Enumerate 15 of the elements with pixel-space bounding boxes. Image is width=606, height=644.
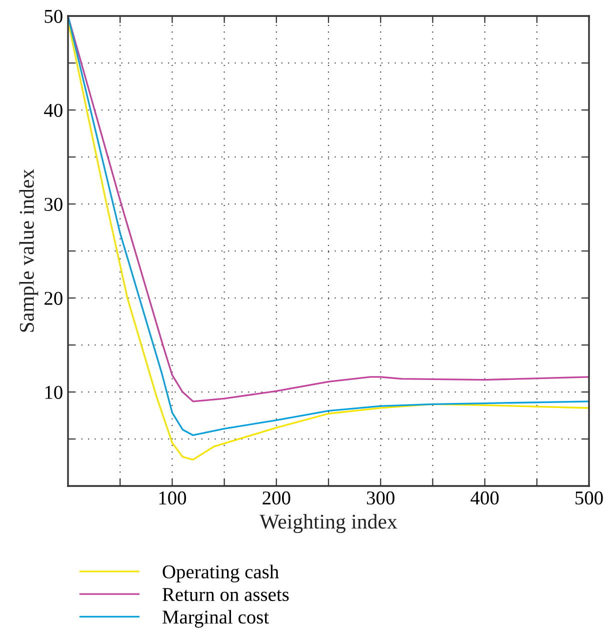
y-tick-label: 50 (44, 10, 62, 23)
legend-label: Operating cash (162, 564, 279, 582)
x-tick-label: 500 (576, 491, 603, 505)
legend-label: Return on assets (162, 588, 289, 602)
y-tick-label: 20 (44, 292, 62, 305)
x-tick-label: 400 (470, 491, 499, 505)
y-axis-title: Sample value index (19, 169, 38, 332)
x-axis-title: Weighting index (260, 514, 398, 533)
legend-label: Marginal cost (162, 610, 269, 628)
y-tick-label: 40 (44, 104, 62, 117)
x-tick-label: 300 (366, 491, 394, 505)
x-tick-label: 100 (159, 491, 186, 505)
y-tick-label: 10 (45, 386, 62, 399)
y-tick-label: 30 (44, 198, 62, 211)
x-tick-label: 200 (262, 491, 290, 505)
